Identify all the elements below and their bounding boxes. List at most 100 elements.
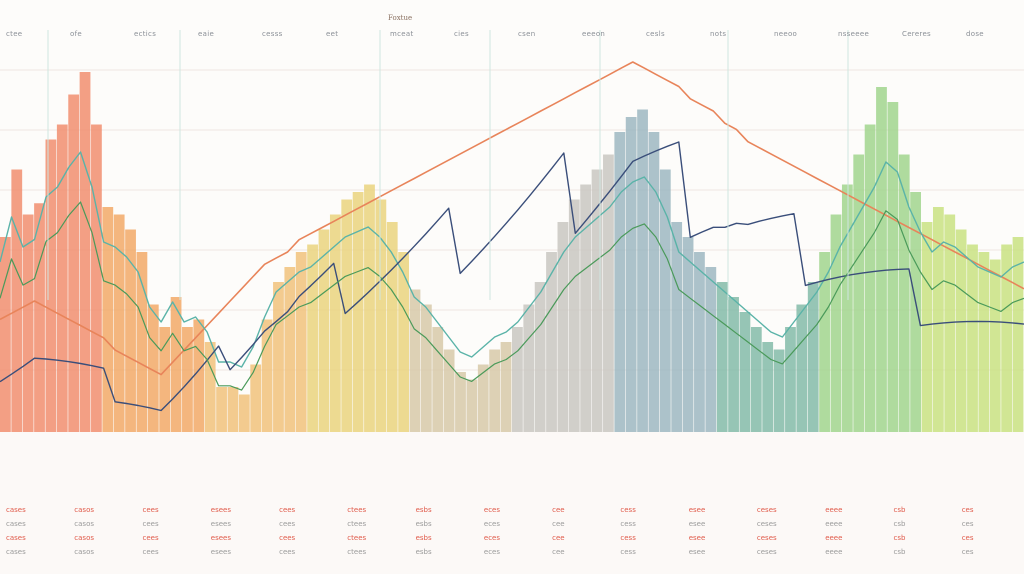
bar — [716, 282, 728, 432]
bar — [45, 139, 57, 432]
bar — [250, 364, 262, 432]
bottom-label: cess — [620, 506, 636, 514]
bar — [625, 117, 637, 432]
bar — [853, 154, 865, 432]
bar — [56, 124, 68, 432]
bottom-label: eeee — [825, 506, 842, 514]
bar — [318, 229, 330, 432]
bar — [887, 102, 899, 432]
bottom-label: casos — [74, 506, 94, 514]
top-label: nsseeee — [838, 30, 870, 38]
bar — [79, 72, 91, 432]
bottom-label: ceses — [757, 534, 777, 542]
bottom-label: cees — [279, 534, 295, 542]
bar — [238, 394, 250, 432]
bar — [102, 207, 114, 432]
bar — [705, 267, 717, 432]
bottom-label: eces — [484, 534, 500, 542]
bar — [159, 327, 171, 432]
bar — [193, 319, 205, 432]
top-label: ectics — [134, 30, 157, 38]
bar — [694, 252, 705, 432]
bottom-label: eces — [484, 548, 500, 556]
bar — [147, 304, 159, 432]
bottom-label: esbs — [416, 506, 432, 514]
bar — [352, 192, 364, 432]
bar — [455, 372, 466, 432]
bottom-label: esees — [211, 506, 232, 514]
bar — [125, 229, 136, 432]
bar — [830, 214, 842, 432]
bottom-label: eeee — [825, 520, 842, 528]
bar — [284, 267, 296, 432]
bar — [523, 304, 535, 432]
bar — [364, 184, 375, 432]
bar — [648, 132, 660, 432]
bottom-label: csb — [894, 520, 906, 528]
top-label: nots — [710, 30, 727, 38]
bottom-label: cees — [143, 534, 159, 542]
bar — [261, 319, 273, 432]
bar — [375, 199, 387, 432]
bottom-label: cees — [143, 506, 159, 514]
top-label: ofe — [70, 30, 82, 38]
top-label: dose — [966, 30, 984, 38]
bar — [398, 252, 409, 432]
bottom-label: cases — [6, 506, 26, 514]
bar — [113, 214, 125, 432]
bar — [659, 169, 671, 432]
bar — [614, 132, 626, 432]
bar — [739, 312, 751, 432]
bar — [1012, 237, 1024, 432]
series-line-orange — [0, 61, 1024, 376]
bar — [864, 124, 876, 432]
bar — [944, 214, 956, 432]
bottom-label: casos — [74, 520, 94, 528]
bar — [204, 342, 216, 432]
top-label: mceat — [390, 30, 414, 38]
bottom-label: esees — [211, 534, 232, 542]
bar — [477, 364, 489, 432]
bottom-label: cees — [143, 548, 159, 556]
label-panel — [0, 432, 1024, 574]
bar — [989, 259, 1001, 432]
bottom-label: eeee — [825, 534, 842, 542]
bottom-label: esbs — [416, 534, 432, 542]
bottom-label: ctees — [347, 520, 366, 528]
bar — [921, 222, 933, 432]
bottom-label: cess — [620, 548, 636, 556]
bottom-label: cases — [6, 520, 26, 528]
bar — [750, 327, 762, 432]
bar — [955, 229, 967, 432]
bottom-label: esee — [689, 548, 706, 556]
bottom-label: ces — [962, 520, 974, 528]
bar — [580, 184, 592, 432]
bottom-label: cess — [620, 520, 636, 528]
bar — [637, 109, 648, 432]
bottom-label: eces — [484, 506, 500, 514]
bar — [819, 252, 830, 432]
bottom-label: casos — [74, 548, 94, 556]
bottom-label: cee — [552, 520, 564, 528]
bottom-label: ces — [962, 548, 974, 556]
bottom-label: cees — [143, 520, 159, 528]
bar — [34, 203, 45, 432]
bottom-label: ctees — [347, 534, 366, 542]
bottom-label: ctees — [347, 506, 366, 514]
bar — [796, 304, 808, 432]
bottom-label: cee — [552, 548, 564, 556]
bottom-label: esee — [689, 506, 706, 514]
top-label-strip: ctee ofe ectics eaie cesss eet mceat cies csen ee… — [0, 0, 1024, 60]
bar — [512, 327, 523, 432]
top-label: eet — [326, 30, 339, 38]
bar — [500, 342, 512, 432]
bottom-label: ceses — [757, 548, 777, 556]
bottom-label: esee — [689, 534, 706, 542]
bottom-label: esees — [211, 520, 232, 528]
bar — [11, 169, 23, 432]
bottom-label: cases — [6, 548, 26, 556]
bar — [216, 387, 227, 432]
bar — [534, 282, 546, 432]
